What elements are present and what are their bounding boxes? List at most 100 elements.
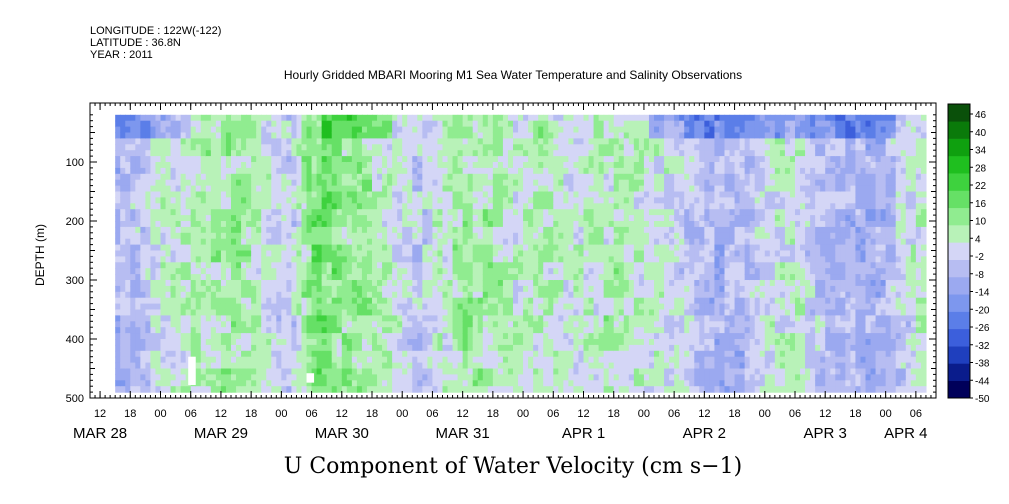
heatmap-cell [613,386,620,393]
heatmap-cell [477,350,484,358]
heatmap-cell [150,362,157,370]
heatmap-cell [225,321,232,328]
heatmap-cell [135,386,141,393]
heatmap-cell [628,268,635,275]
heatmap-cell [246,350,252,358]
heatmap-cell [130,126,136,134]
heatmap-cell [558,197,564,204]
heatmap-cell [437,339,444,346]
heatmap-cell [190,232,197,240]
heatmap-cell [377,356,383,364]
heatmap-cell [140,280,146,287]
heatmap-cell [477,120,484,128]
heatmap-cell [351,285,358,293]
heatmap-cell [608,344,615,352]
heatmap-cell [266,309,272,316]
heatmap-cell [185,309,192,316]
heatmap-cell [301,226,308,234]
heatmap-cell [377,221,383,228]
heatmap-cell [523,191,529,198]
heatmap-cell [246,173,252,181]
heatmap-cell [246,221,252,228]
heatmap-cell [170,244,177,252]
heatmap-cell [225,221,232,228]
heatmap-cell [125,232,131,240]
heatmap-cell [336,380,343,387]
heatmap-cell [447,179,454,187]
heatmap-cell [422,215,428,222]
heatmap-cell [331,173,338,181]
heatmap-cell [190,315,197,322]
heatmap-cell [321,150,328,157]
heatmap-cell [175,297,182,305]
heatmap-cell [145,350,152,358]
heatmap-cell [195,339,202,346]
heatmap-cell [361,197,368,204]
heatmap-cell [533,368,539,375]
heatmap-cell [432,167,439,175]
heatmap-cell [467,167,474,175]
heatmap-cell [497,333,504,340]
heatmap-cell [246,197,252,204]
heatmap-cell [311,203,318,210]
heatmap-cell [533,386,539,393]
heatmap-cell [296,203,303,210]
heatmap-cell [271,232,277,240]
heatmap-cell [497,274,504,281]
heatmap-cell [412,344,418,352]
heatmap-cell [316,120,323,128]
heatmap-cell [271,209,277,216]
heatmap-cell [220,132,227,139]
heatmap-cell [437,285,444,293]
heatmap-cell [346,114,353,122]
heatmap-cell [392,262,398,269]
heatmap-cell [633,162,640,169]
heatmap-cell [427,209,434,216]
heatmap-cell [427,274,434,281]
heatmap-cell [623,232,630,240]
heatmap-cell [502,132,509,139]
heatmap-cell [291,280,298,287]
heatmap-cell [321,156,328,163]
heatmap-cell [538,344,544,352]
heatmap-cell [246,162,252,169]
heatmap-cell [261,344,267,352]
heatmap-cell [437,374,444,381]
heatmap-cell [603,226,610,234]
heatmap-cell [361,215,368,222]
heatmap-cell [326,120,333,128]
heatmap-cell [336,197,343,204]
heatmap-cell [548,285,554,293]
heatmap-cell [356,291,363,299]
heatmap-cell [276,203,282,210]
heatmap-cell [427,197,434,204]
heatmap-cell [366,215,373,222]
heatmap-cell [135,209,141,216]
heatmap-cell [457,274,464,281]
heatmap-cell [276,185,282,193]
heatmap-cell [533,333,539,340]
heatmap-cell [407,185,413,193]
heatmap-cell [442,138,449,145]
heatmap-cell [256,156,262,163]
heatmap-cell [618,291,625,299]
heatmap-cell [336,291,343,299]
heatmap-cell [533,262,539,269]
heatmap-cell [613,362,620,370]
heatmap-cell [306,297,313,305]
heatmap-cell [160,203,167,210]
heatmap-cell [291,374,298,381]
heatmap-cell [558,333,564,340]
heatmap-cell [351,339,358,346]
heatmap-cell [558,291,564,299]
heatmap-cell [266,138,272,145]
heatmap-cell [261,256,267,263]
heatmap-cell [261,291,267,299]
heatmap-cell [392,132,398,139]
heatmap-cell [266,303,272,311]
heatmap-cell [477,374,484,381]
heatmap-cell [623,185,630,193]
heatmap-cell [321,203,328,210]
heatmap-cell [467,256,474,263]
heatmap-cell [160,232,167,240]
